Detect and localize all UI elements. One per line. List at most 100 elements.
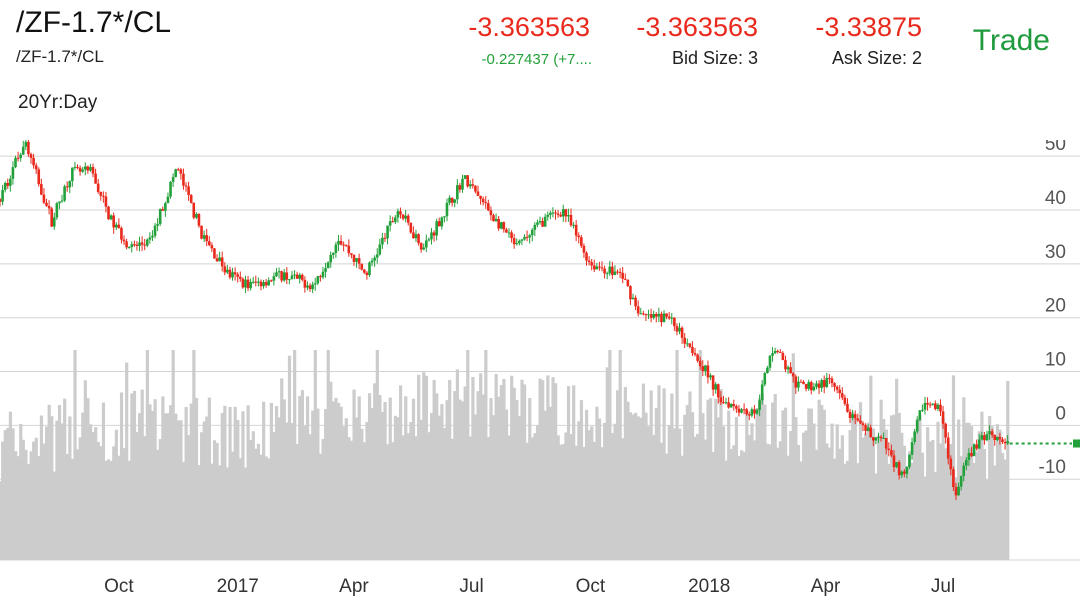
candle-body xyxy=(430,232,433,240)
candle-body xyxy=(732,404,736,407)
candle-body xyxy=(316,276,320,284)
volume-bar xyxy=(639,417,643,560)
volume-bar xyxy=(548,406,553,560)
candle-body xyxy=(549,212,552,215)
volume-bar xyxy=(109,460,113,560)
candle-body xyxy=(189,194,193,203)
candle-body xyxy=(399,211,402,215)
x-tick-label: Jul xyxy=(459,576,483,597)
bid-price[interactable]: -3.363563 xyxy=(636,12,758,42)
volume-bar xyxy=(747,435,751,560)
candle-body xyxy=(853,414,857,419)
candle-body xyxy=(220,257,224,267)
candle-body xyxy=(295,274,299,279)
candle-body xyxy=(21,146,25,155)
volume-bar xyxy=(853,418,857,560)
volume-bar xyxy=(393,415,398,560)
candle-body xyxy=(125,241,128,248)
volume-bar xyxy=(223,405,227,560)
candle-body xyxy=(543,216,547,227)
candle-body xyxy=(151,235,154,238)
volume-bar xyxy=(634,412,638,560)
candle-body xyxy=(554,212,557,214)
candle-body xyxy=(468,184,472,187)
candle-body xyxy=(915,420,919,432)
candle-body xyxy=(202,235,206,239)
candle-body xyxy=(334,244,338,253)
volume-bar xyxy=(342,426,346,560)
volume-bar xyxy=(481,394,485,560)
volume-bar xyxy=(760,394,764,560)
candle-body xyxy=(363,269,366,273)
candle-body xyxy=(192,202,196,218)
candle-body xyxy=(497,218,500,229)
volume-bar xyxy=(453,391,457,560)
candle-body xyxy=(525,236,529,238)
volume-bar xyxy=(647,426,651,560)
volume-bar xyxy=(295,443,299,560)
candle-body xyxy=(120,227,123,240)
candle-body xyxy=(949,458,953,470)
volume-bar xyxy=(600,447,604,560)
candle-body xyxy=(381,237,384,245)
range-label[interactable]: 20Yr:Day xyxy=(18,92,98,113)
candle-body xyxy=(339,240,343,245)
volume-bar xyxy=(778,441,782,560)
candle-body xyxy=(419,243,423,250)
ask-price[interactable]: -3.33875 xyxy=(815,12,922,42)
volume-bar xyxy=(290,423,294,560)
volume-bar xyxy=(373,383,377,560)
candle-body xyxy=(512,238,516,245)
volume-bar xyxy=(83,380,87,560)
volume-bar xyxy=(104,460,108,560)
candle-body xyxy=(928,404,932,406)
volume-bar xyxy=(794,417,798,560)
volume-bar xyxy=(851,412,855,560)
candle-body xyxy=(443,216,446,218)
volume-bar xyxy=(246,405,250,560)
candle-body xyxy=(538,220,542,223)
candle-body xyxy=(83,166,87,170)
candle-body xyxy=(890,450,893,456)
volume-bar xyxy=(391,442,395,560)
volume-bar xyxy=(192,350,196,560)
candle-body xyxy=(665,313,668,317)
volume-bar xyxy=(946,444,950,560)
candle-body xyxy=(65,186,69,188)
volume-bar xyxy=(24,449,28,560)
candle-body xyxy=(417,234,420,244)
volume-bar xyxy=(561,444,565,560)
candle-body xyxy=(934,403,937,409)
volume-bar xyxy=(502,378,506,560)
price-chart[interactable]: 50 40 30 20 10 0 -10 Oct 2017 Apr Jul Oct 2018 Apr Ju… xyxy=(0,140,1080,608)
volume-bar xyxy=(468,436,472,560)
volume-bar xyxy=(471,376,475,560)
volume-bar xyxy=(582,446,586,560)
y-tick-label: 30 xyxy=(1045,242,1066,263)
volume-bar xyxy=(326,350,330,560)
candle-body xyxy=(977,439,981,449)
volume-bar xyxy=(750,423,754,560)
trade-button[interactable]: Trade xyxy=(972,24,1050,57)
candle-body xyxy=(662,313,666,323)
volume-bar xyxy=(262,401,266,560)
candle-body xyxy=(437,221,441,227)
candle-body xyxy=(378,244,382,255)
candle-body xyxy=(251,281,255,283)
volume-bar xyxy=(631,414,635,560)
bid-size: Bid Size: 3 xyxy=(671,48,758,68)
volume-bar xyxy=(81,412,85,560)
candle-body xyxy=(414,234,418,239)
candle-body xyxy=(719,397,723,403)
candle-body xyxy=(771,353,774,356)
volume-bar xyxy=(889,415,894,560)
volume-bar xyxy=(719,389,723,560)
candle-body xyxy=(360,263,364,270)
candle-body xyxy=(254,281,258,283)
candle-body xyxy=(706,365,710,378)
candle-body xyxy=(269,280,273,282)
candle-body xyxy=(285,272,289,280)
volume-bar xyxy=(649,390,653,560)
volume-bar xyxy=(285,422,289,560)
candle-body xyxy=(861,423,865,426)
